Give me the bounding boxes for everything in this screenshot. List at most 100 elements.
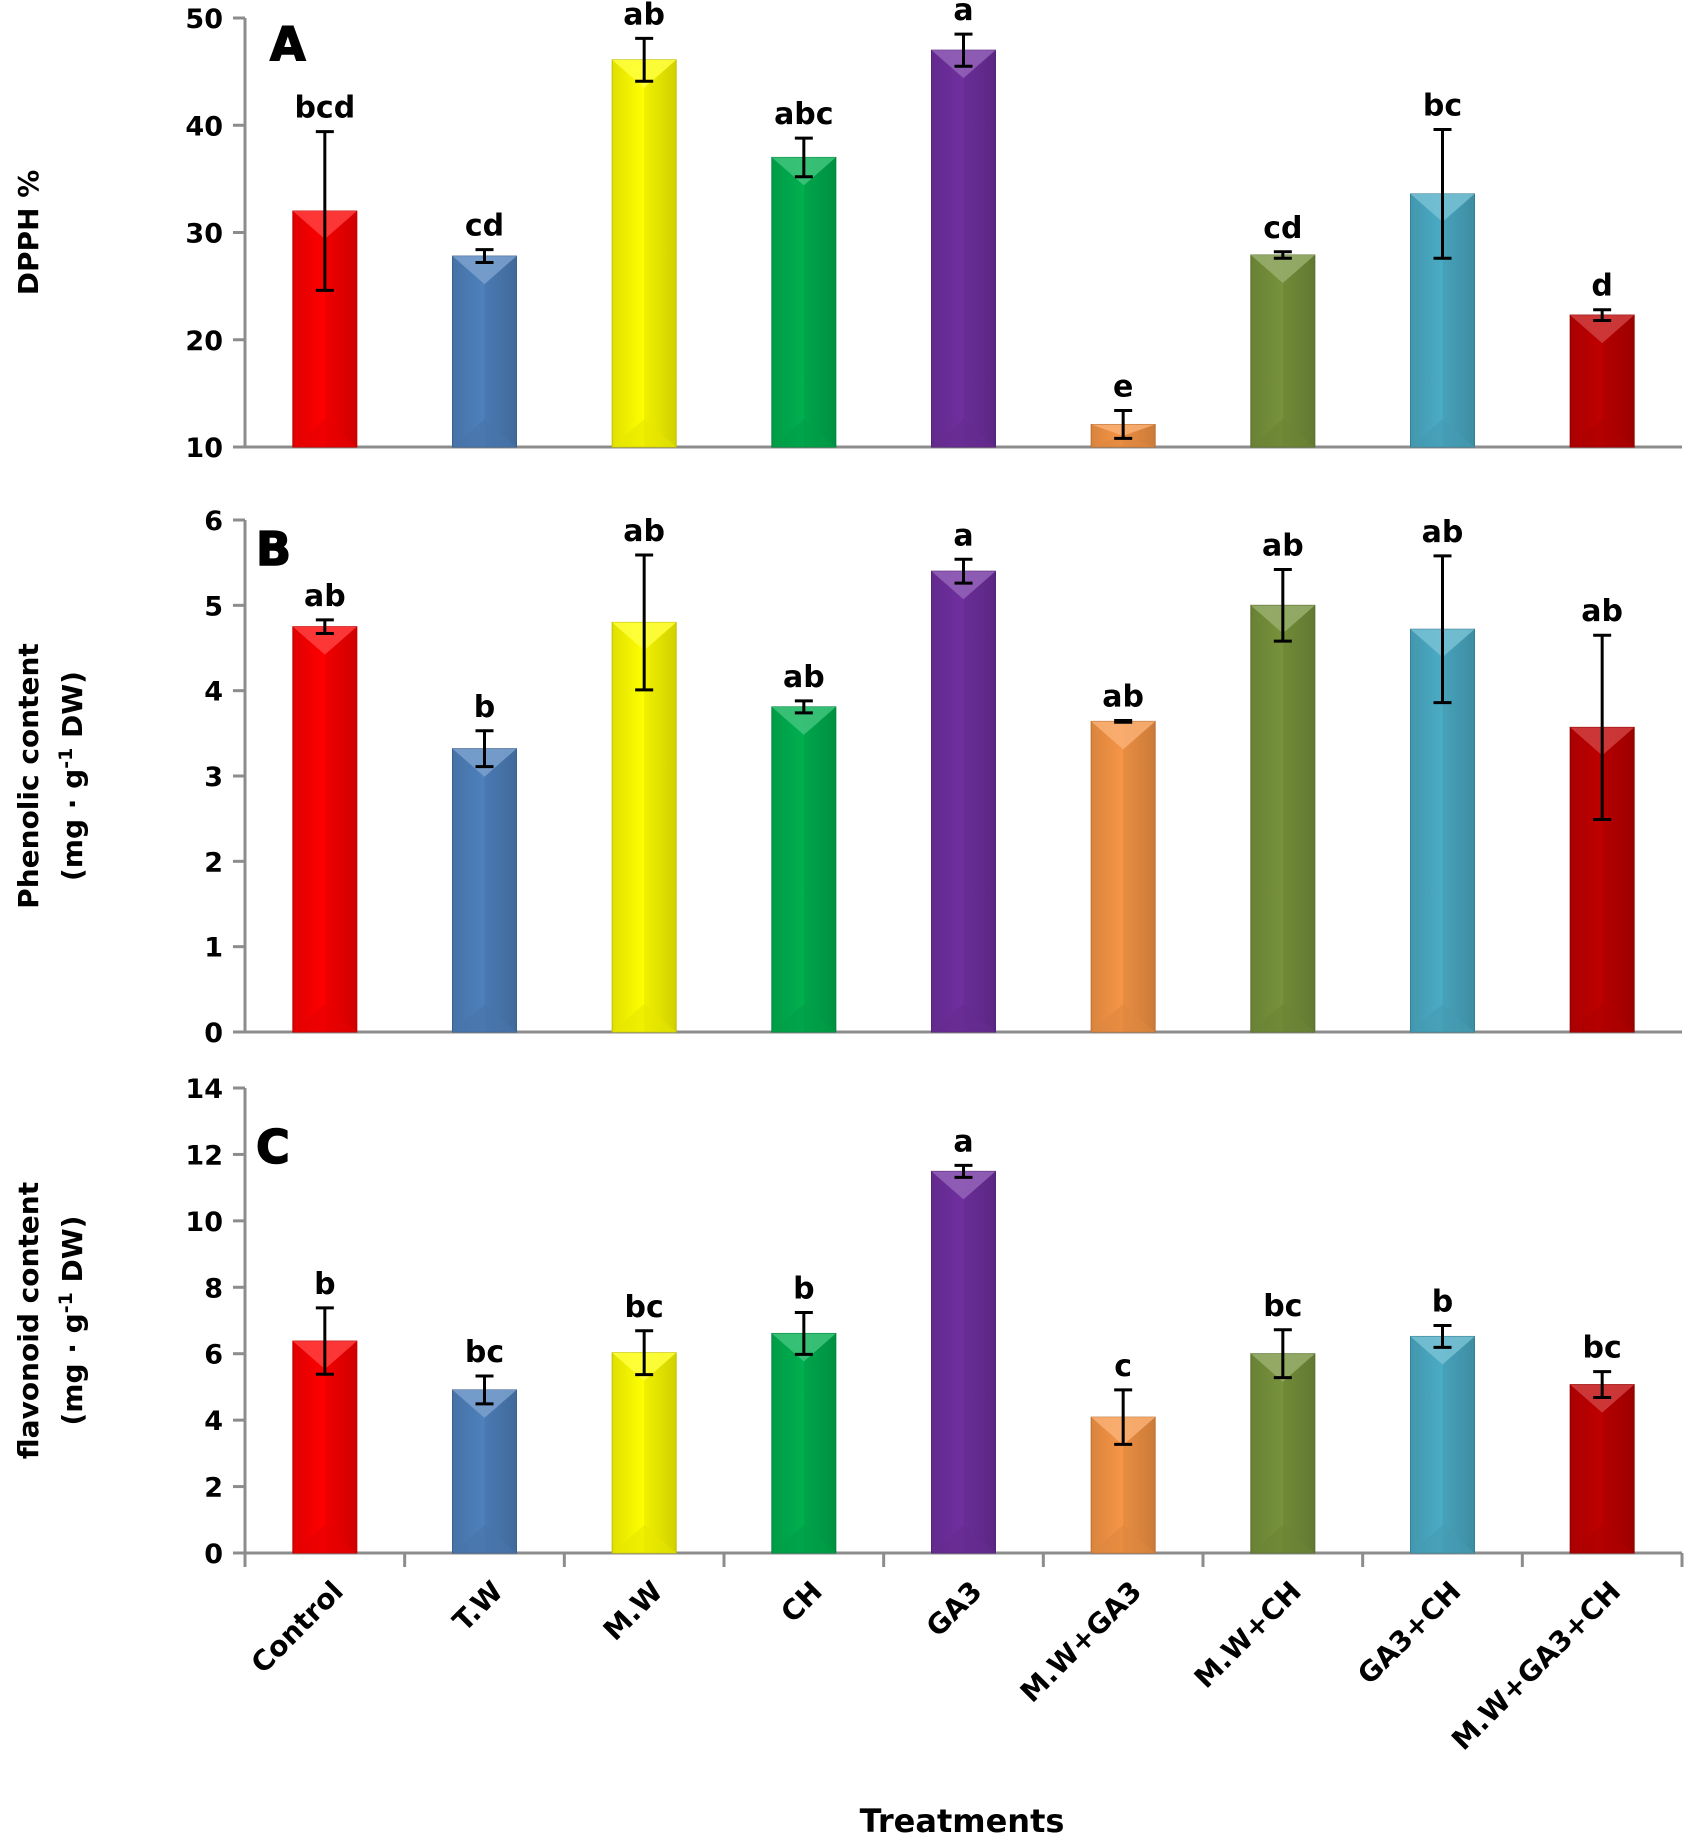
bar xyxy=(292,626,358,1033)
bar xyxy=(1569,1384,1635,1554)
x-category-label: M.W+CH xyxy=(1188,1575,1308,1695)
error-bar xyxy=(1433,554,1452,705)
bar-m-w-ga3-ch xyxy=(1569,1384,1635,1554)
bar-bevel-bottom xyxy=(771,1525,836,1553)
bar-bevel-bottom xyxy=(1091,435,1156,447)
y-axis-title: (mg · g-1 DW) xyxy=(55,1216,89,1426)
bar-bevel-bottom xyxy=(771,1004,836,1032)
significance-label: ab xyxy=(623,0,665,32)
bar-bevel-bottom xyxy=(1091,1525,1156,1553)
y-tick-label: 4 xyxy=(204,1406,223,1437)
significance-label: bc xyxy=(1263,1289,1302,1324)
bar-ga3 xyxy=(931,1170,996,1554)
significance-label: abc xyxy=(774,97,834,132)
significance-label: b xyxy=(314,1267,335,1302)
error-bar xyxy=(1433,128,1452,260)
bar-bevel-bottom xyxy=(452,1525,517,1553)
bar xyxy=(931,570,996,1033)
bar xyxy=(611,1352,677,1554)
y-tick-label: 10 xyxy=(185,1207,223,1238)
bar-m-w-ch xyxy=(1250,604,1316,1033)
bar-bevel-bottom xyxy=(1570,419,1635,447)
bar xyxy=(1410,1335,1475,1554)
error-bar xyxy=(475,1374,494,1406)
bar-bevel-bottom xyxy=(931,1004,996,1032)
bar-bevel-top xyxy=(1570,315,1635,344)
significance-label: c xyxy=(1114,1349,1132,1384)
x-category-label: T.W xyxy=(446,1575,509,1638)
x-category-label: CH xyxy=(774,1575,828,1629)
bar-ga3 xyxy=(931,570,996,1033)
bar-bevel-top xyxy=(1250,255,1315,284)
significance-label: ab xyxy=(304,579,346,614)
x-axis-category-labels: Control T.W M.W CH GA3 M.W+GA3 M.W+CH GA3+CHM.W… xyxy=(245,1575,1628,1757)
error-bar xyxy=(794,136,813,179)
bar-bevel-bottom xyxy=(292,1525,357,1553)
significance-label: ab xyxy=(1102,680,1144,715)
bar-bevel-bottom xyxy=(1250,1004,1315,1032)
bar-bevel-bottom xyxy=(1250,419,1315,447)
bar-bevel-bottom xyxy=(931,1525,996,1553)
significance-label: ab xyxy=(1262,528,1304,563)
bar-bevel-bottom xyxy=(931,419,996,447)
bar-bevel-bottom xyxy=(452,1004,517,1032)
error-bar xyxy=(1433,1323,1452,1349)
bar-m-w-ga3-ch xyxy=(1569,314,1635,448)
y-tick-label: 30 xyxy=(185,219,223,250)
error-bar xyxy=(1593,308,1612,322)
bar-bevel-top xyxy=(931,571,996,600)
y-axis-title: flavonoid content xyxy=(12,1182,45,1459)
x-category-label: GA3+CH xyxy=(1351,1575,1467,1691)
y-tick-label: 1 xyxy=(204,933,223,964)
bar-bevel-bottom xyxy=(1570,1004,1635,1032)
y-tick-label: 10 xyxy=(185,433,223,464)
bar-ch xyxy=(771,156,837,448)
error-bar xyxy=(794,1311,813,1356)
significance-label: b xyxy=(793,1272,814,1307)
significance-label: e xyxy=(1113,370,1133,405)
bar-bevel-bottom xyxy=(612,1004,677,1032)
bar-bevel-bottom xyxy=(1410,1004,1475,1032)
bar-ga3 xyxy=(931,49,996,448)
x-category-label: Control xyxy=(245,1575,350,1680)
error-bar xyxy=(315,1306,334,1376)
error-bar xyxy=(635,553,654,692)
bar-ga3-ch xyxy=(1410,1335,1475,1554)
x-category-label: GA3 xyxy=(920,1575,989,1644)
panel-c-flavonoid: 0 2 4 6 8 10 12 14 flavonoid content (mg · g-1 DW… xyxy=(12,1074,1684,1570)
significance-label: d xyxy=(1591,269,1612,304)
x-axis-title: Treatments xyxy=(860,1802,1065,1839)
y-axis-title: Phenolic content xyxy=(12,643,45,909)
y-tick-label: 14 xyxy=(185,1074,223,1105)
x-category-label: M.W+GA3 xyxy=(1014,1575,1148,1709)
bar xyxy=(771,156,837,448)
bar-bevel-top xyxy=(1410,1336,1475,1365)
panel-b-phenolic: 0 1 2 3 4 5 6 Phenolic content (mg · g-1 DW) Bab b… xyxy=(12,506,1682,1049)
significance-label: bc xyxy=(465,1335,504,1370)
bar-t-w xyxy=(452,1389,517,1554)
bar-bevel-top xyxy=(1091,721,1156,750)
bar-bevel-bottom xyxy=(292,1004,357,1032)
error-bar xyxy=(1593,1370,1612,1400)
y-tick-label: 4 xyxy=(204,677,223,708)
significance-label: bc xyxy=(625,1290,664,1325)
bar-bevel-bottom xyxy=(1250,1525,1315,1553)
y-tick-label: 2 xyxy=(204,1473,223,1504)
bar-t-w xyxy=(452,748,517,1033)
bar-ch xyxy=(771,706,837,1033)
bar-bevel-bottom xyxy=(1410,419,1475,447)
bar-m-w-ch xyxy=(1250,254,1316,448)
bar-t-w xyxy=(452,255,517,448)
y-tick-label: 12 xyxy=(185,1140,223,1171)
significance-label: b xyxy=(1432,1284,1453,1319)
error-bar xyxy=(635,1329,654,1377)
bar-bevel-bottom xyxy=(1410,1525,1475,1553)
panel-letter: C xyxy=(256,1120,290,1174)
error-bar xyxy=(1114,719,1133,724)
y-tick-label: 5 xyxy=(204,591,223,622)
error-bar xyxy=(1114,409,1133,440)
bar-bevel-top xyxy=(931,1171,996,1200)
error-bar xyxy=(315,130,334,292)
y-axis-title: DPPH % xyxy=(12,170,45,296)
